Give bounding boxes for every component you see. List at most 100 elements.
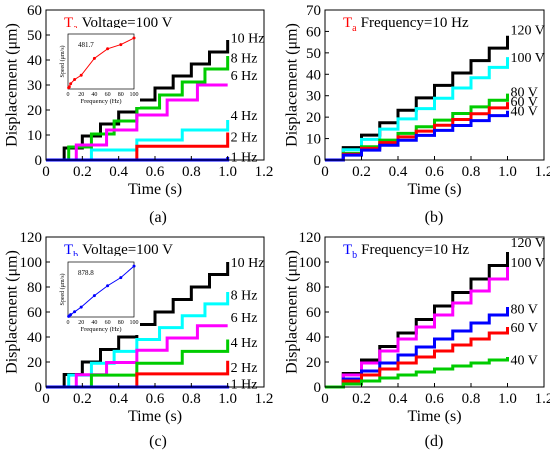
title-symbol: T <box>343 15 352 31</box>
y-tick-label: 80 <box>27 280 42 296</box>
y-tick-label: 40 <box>306 67 321 83</box>
y-tick-label: 40 <box>27 53 42 69</box>
inset-x-label: Frequency (Hz) <box>81 326 122 333</box>
x-tick-label: 0 <box>42 391 50 407</box>
chart-panel-a: 0 0.2 0.4 0.6 0.8 1.0 1.2 0 10 20 30 40 50 60 Time (s)… <box>4 3 274 226</box>
series-line <box>325 57 509 162</box>
inset-x-tick-label: 100 <box>130 320 139 326</box>
inset-point <box>79 73 83 77</box>
x-tick-label: 1.0 <box>218 164 237 180</box>
inset-point <box>67 85 71 89</box>
title-text: Frequency=10 Hz <box>361 242 469 258</box>
y-tick-label: 20 <box>27 103 42 119</box>
x-tick-label: 0.4 <box>109 391 128 407</box>
panel-title: Tb Voltage=100 V <box>64 242 173 261</box>
inset-y-label: Speed (μm/s) <box>59 45 66 77</box>
x-tick-label: 1.0 <box>218 391 237 407</box>
x-tick-label: 0.4 <box>389 164 408 180</box>
series-line <box>46 339 230 389</box>
inset-x-tick-label: 60 <box>105 320 111 326</box>
panel-caption: (a) <box>149 209 167 226</box>
inset-x-tick-label: 20 <box>78 320 84 326</box>
x-tick-label: 1.2 <box>535 391 550 407</box>
x-tick-label: 0.8 <box>462 164 481 180</box>
series-line <box>46 56 230 162</box>
x-tick-label: 0.6 <box>425 391 444 407</box>
x-tick-label: 0.6 <box>425 164 444 180</box>
y-tick-label: 0 <box>314 380 322 396</box>
panel-title: Ta Frequency=10 Hz <box>343 15 469 34</box>
inset-y-label: Speed (μm/s) <box>59 273 66 305</box>
y-tick-label: 30 <box>306 89 321 105</box>
x-tick-label: 0.2 <box>352 164 371 180</box>
y-tick-label: 40 <box>27 330 42 346</box>
title-symbol: T <box>64 242 73 258</box>
series-label: 40 V <box>511 105 538 120</box>
inset-frame <box>67 261 135 318</box>
x-tick-label: 0.8 <box>182 164 201 180</box>
y-tick-label: 50 <box>27 28 42 44</box>
title-text: Voltage=100 V <box>82 242 173 258</box>
series-label: 10 Hz <box>231 32 265 47</box>
y-tick-label: 60 <box>306 305 321 321</box>
x-tick-label: 1.2 <box>255 164 274 180</box>
title-text: Voltage=100 V <box>82 15 173 31</box>
title-subscript: b <box>352 250 357 261</box>
panel-caption: (b) <box>425 209 444 226</box>
inset-x-label: Frequency (Hz) <box>81 98 122 105</box>
series-label: 1 Hz <box>231 150 258 165</box>
series-line <box>46 120 230 162</box>
inset-x-tick-label: 80 <box>118 92 124 98</box>
y-tick-label: 50 <box>306 46 321 62</box>
chart-panel-c: 0 0.2 0.4 0.6 0.8 1.0 1.2 0 20 40 60 80 100 120 Time (… <box>4 230 274 450</box>
y-tick-label: 20 <box>306 110 321 126</box>
inset-point <box>106 284 110 288</box>
series-label: 4 Hz <box>231 109 258 124</box>
x-tick-label: 0.6 <box>146 391 165 407</box>
series-label: 100 V <box>511 51 545 66</box>
x-tick-label: 0.4 <box>389 391 408 407</box>
x-axis-label: Time (s) <box>407 408 461 425</box>
y-tick-label: 60 <box>27 305 42 321</box>
y-axis-label: Displacement (μm) <box>4 23 21 147</box>
y-tick-label: 80 <box>306 280 321 296</box>
x-tick-label: 0.8 <box>182 391 201 407</box>
y-tick-label: 10 <box>306 132 321 148</box>
x-tick-label: 0.4 <box>109 164 128 180</box>
inset-point <box>92 294 96 298</box>
title-symbol: T <box>343 242 352 258</box>
inset-x-tick-label: 80 <box>118 320 124 326</box>
inset-chart: 878.8 0 20 40 60 80 100 Frequency (Hz) Speed (μm… <box>58 256 140 335</box>
series-line <box>325 110 509 162</box>
series-label: 6 Hz <box>231 69 258 84</box>
inset-chart: 481.7 0 20 40 60 80 100 Frequency (Hz) Speed (μm… <box>58 28 140 107</box>
y-tick-label: 40 <box>306 330 321 346</box>
title-subscript: b <box>73 250 78 261</box>
series-label: 6 Hz <box>231 311 258 326</box>
inset-point <box>69 82 73 86</box>
inset-x-tick-label: 0 <box>67 92 70 98</box>
y-tick-label: 100 <box>20 255 43 271</box>
x-tick-label: 1.2 <box>535 164 550 180</box>
inset-x-tick-label: 100 <box>130 92 139 98</box>
y-tick-label: 60 <box>27 3 42 19</box>
inset-x-tick-label: 40 <box>91 320 97 326</box>
title-subscript: a <box>352 23 357 34</box>
series-line <box>325 252 509 389</box>
y-tick-label: 10 <box>27 128 42 144</box>
y-axis-label: Displacement (μm) <box>4 250 21 374</box>
inset-point <box>106 47 110 51</box>
series-label: 100 V <box>511 256 545 271</box>
y-tick-label: 120 <box>20 230 43 246</box>
inset-point <box>119 276 123 280</box>
panel-caption: (d) <box>425 433 444 450</box>
y-tick-label: 30 <box>27 78 42 94</box>
title-text: Frequency=10 Hz <box>361 15 469 31</box>
x-tick-label: 0 <box>321 391 329 407</box>
y-axis-label: Displacement (μm) <box>284 23 301 147</box>
inset-x-tick-label: 0 <box>67 320 70 326</box>
series-line <box>325 327 509 389</box>
title-symbol: T <box>64 15 73 31</box>
y-tick-label: 100 <box>299 255 322 271</box>
